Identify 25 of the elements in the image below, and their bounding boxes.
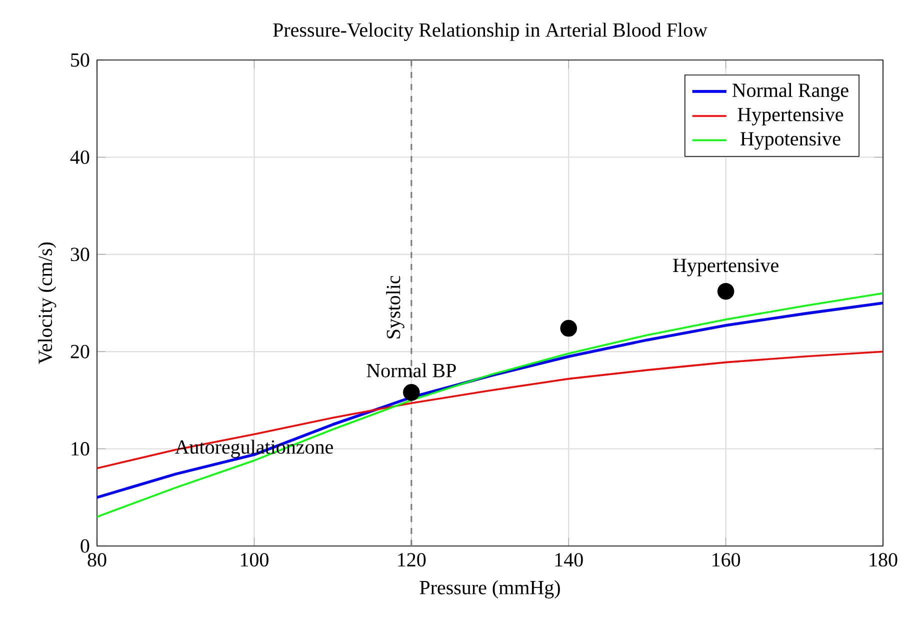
x-tick-label: 100 (240, 553, 268, 567)
y-tick-label: 50 (71, 53, 90, 67)
y-axis-title: Velocity (cm/s) (38, 242, 56, 364)
x-tick-label: 120 (398, 553, 426, 567)
point (717, 282, 734, 300)
legend-label: Hypertensive (738, 108, 844, 126)
x-tick-label: 140 (555, 553, 583, 567)
x-tick-label: 160 (712, 553, 740, 567)
point (403, 384, 420, 401)
x-axis-title: Pressure (mmHg) (420, 580, 560, 598)
y-tick-label: 40 (70, 150, 90, 164)
x-tick-label: 180 (870, 553, 898, 567)
annotation: Hypertensive (673, 258, 778, 276)
chart-title: Pressure-Velocity Relationship in Arterial Blood Flow (273, 22, 708, 41)
y-tick-label: 30 (70, 248, 90, 262)
y-tick-label: 10 (72, 442, 90, 456)
y-tick-label: 0 (80, 539, 90, 553)
line-series (97, 350, 884, 470)
legend-label: Normal Range (732, 82, 848, 102)
legend-label: Hypotensive (740, 132, 840, 150)
ref-line-label: Systolic (386, 276, 404, 338)
x-tick-label: 80 (88, 553, 106, 567)
y-tick-label: 20 (70, 344, 90, 358)
annotation: Normal BP (366, 363, 456, 378)
point (560, 320, 578, 337)
